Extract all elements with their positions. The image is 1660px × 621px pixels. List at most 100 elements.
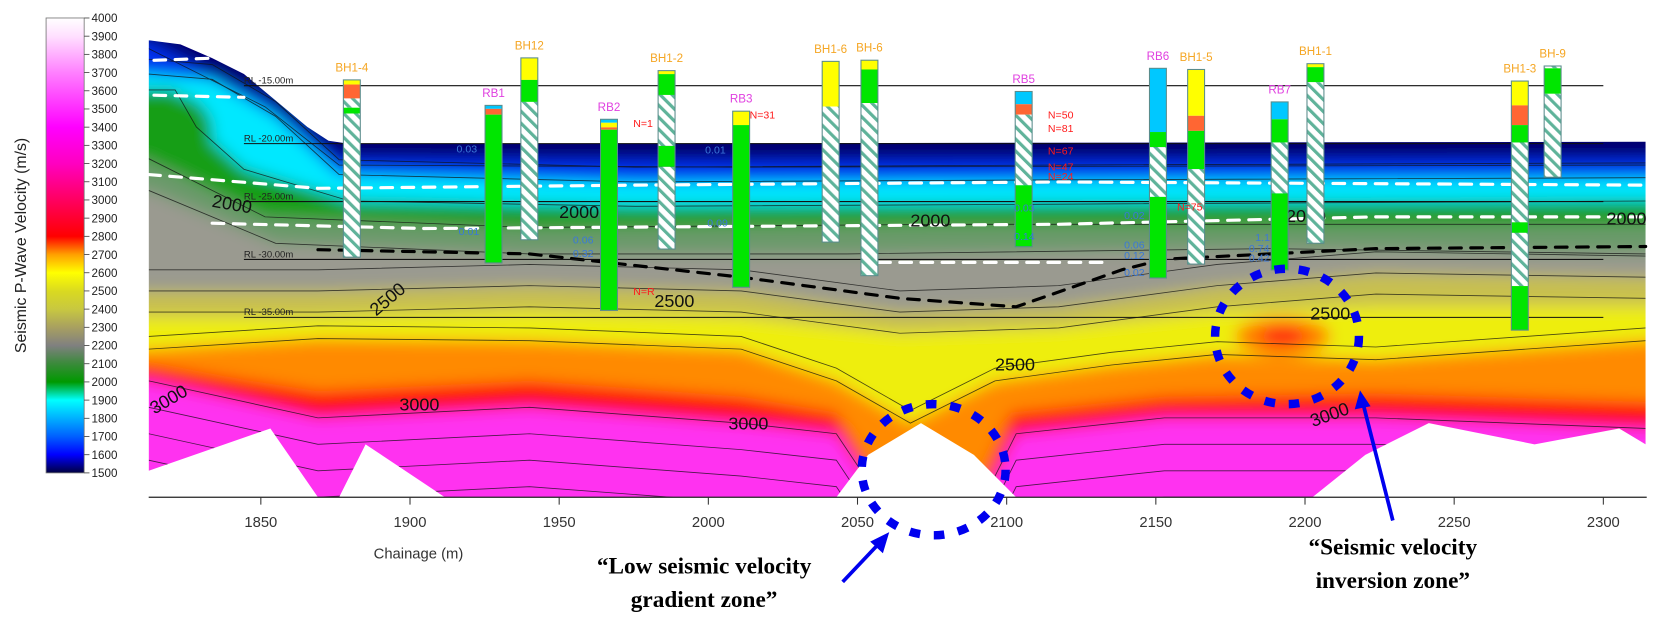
borehole-layer	[1271, 193, 1289, 270]
x-tick-label: 2000	[692, 515, 725, 531]
borehole-layer	[1015, 104, 1033, 115]
borehole-layer	[1511, 81, 1529, 106]
velocity-band	[148, 40, 1646, 161]
borehole-layer	[658, 94, 676, 146]
colorbar-tick-label: 2100	[92, 358, 118, 371]
borehole-rb7: RB7	[1268, 83, 1291, 271]
borehole-layer	[1187, 130, 1205, 170]
colorbar-tick-label: 3400	[92, 121, 118, 134]
borehole-layer	[1306, 82, 1324, 244]
borehole-bh12: BH12	[515, 39, 544, 241]
borehole-label: BH1-4	[335, 61, 368, 74]
colorbar-tick-label: 2700	[92, 249, 118, 262]
contour-label: 2000	[1607, 208, 1647, 228]
borehole-layer	[600, 119, 618, 123]
arrow-head	[870, 532, 890, 554]
borehole-layer	[485, 108, 503, 115]
borehole-layer	[1271, 119, 1289, 143]
borehole-outline	[1014, 90, 1033, 248]
rl-label: RL -20.00m	[244, 133, 293, 144]
borehole-outline	[1187, 68, 1206, 265]
borehole-layer	[658, 70, 676, 75]
x-tick-label: 2250	[1438, 515, 1471, 531]
rqd-value: 0.74	[1249, 243, 1270, 255]
borehole-rb1: RB1	[482, 87, 505, 264]
borehole-label: RB7	[1268, 83, 1291, 96]
borehole-layer	[343, 113, 361, 258]
borehole-layer	[1306, 67, 1324, 83]
borehole-label: BH-6	[856, 42, 883, 55]
rl-label: RL -15.00m	[244, 76, 293, 87]
borehole-rb5: RB5	[1012, 73, 1035, 248]
n-value: N=75	[1177, 202, 1203, 214]
colorbar-tick-label: 2900	[92, 212, 118, 225]
borehole-outline	[600, 118, 618, 311]
contour-label: 2500	[1310, 303, 1350, 323]
borehole-layer	[1149, 132, 1167, 148]
colorbar-tick-label: 3900	[92, 30, 118, 43]
contour-label: 2000	[559, 202, 599, 222]
inversion-zone-marker	[1210, 264, 1364, 409]
borehole-layer	[1015, 185, 1033, 247]
borehole-layer	[658, 166, 676, 250]
borehole-layer	[1149, 196, 1167, 278]
borehole-layer	[1511, 232, 1529, 287]
contour-label: 3000	[399, 394, 439, 414]
borehole-layer	[1271, 142, 1289, 194]
borehole-layer	[1544, 65, 1562, 69]
borehole-layer	[1511, 105, 1529, 126]
contour-line	[148, 48, 1646, 168]
colorbar-tick-label: 3100	[92, 176, 118, 189]
colorbar-tick-label: 1500	[92, 467, 118, 480]
borehole-bh1-2: BH1-2	[650, 52, 683, 250]
borehole-rb3: RB3	[730, 93, 752, 288]
colorbar-tick-label: 2800	[92, 231, 118, 244]
borehole-outline	[342, 79, 361, 258]
borehole-layer	[343, 84, 361, 99]
borehole-rb6: RB6	[1147, 50, 1170, 279]
colorbar-tick-label: 3500	[92, 103, 118, 116]
contour-line	[148, 73, 1646, 183]
borehole-layer	[520, 57, 538, 80]
borehole-rb2: RB2	[598, 101, 620, 311]
borehole-layer	[658, 74, 676, 95]
n-value: N=81	[1048, 123, 1074, 135]
borehole-layer	[860, 103, 878, 276]
borehole-label: BH1-1	[1299, 45, 1332, 58]
x-tick-label: 2300	[1587, 515, 1620, 531]
borehole-layer	[1187, 115, 1205, 131]
borehole-layer	[860, 60, 878, 70]
colorbar-tick-label: 1900	[92, 394, 118, 407]
annotation-markers	[841, 264, 1395, 584]
x-tick-label: 1950	[543, 515, 576, 531]
rqd-value: 0.14	[1014, 231, 1035, 243]
colorbar-tick-label: 2200	[92, 340, 118, 353]
borehole-label: RB6	[1147, 50, 1170, 63]
dashed-interface	[152, 93, 246, 99]
borehole-outline	[520, 57, 539, 241]
borehole-layer	[1306, 63, 1324, 68]
borehole-outline	[657, 70, 676, 250]
borehole-outline	[732, 110, 751, 288]
rqd-value: 1.1	[1255, 232, 1270, 244]
borehole-bh1-1: BH1-1	[1299, 45, 1332, 244]
colorbar-tick-label: 1700	[92, 431, 118, 444]
dashed-interface	[210, 215, 1648, 231]
velocity-band	[148, 95, 213, 170]
borehole-label: BH1-3	[1503, 63, 1536, 76]
borehole-layer	[658, 145, 676, 167]
arrow-head	[1354, 390, 1371, 410]
borehole-bh1-6: BH1-6	[814, 43, 847, 243]
annotation-low-gradient-line1: “Low seismic velocity	[597, 553, 812, 579]
arrow-line	[841, 540, 883, 584]
borehole-layer	[343, 79, 361, 85]
borehole-layer	[1511, 125, 1529, 143]
borehole-outline	[1543, 65, 1562, 178]
colorbar-tick-label: 2500	[92, 285, 118, 298]
contour-line	[148, 293, 1646, 334]
x-tick-label: 2150	[1139, 515, 1172, 531]
borehole-layer	[600, 129, 618, 311]
borehole-layer	[1271, 101, 1289, 120]
borehole-layer	[343, 107, 361, 114]
contour-line	[148, 433, 1646, 498]
